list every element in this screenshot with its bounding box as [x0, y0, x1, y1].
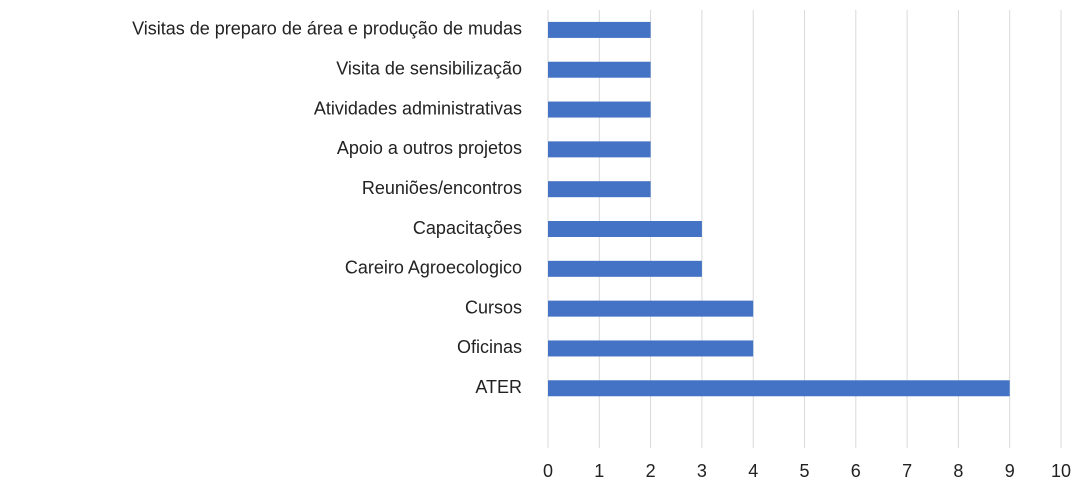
x-tick-label: 6 — [851, 461, 861, 481]
y-tick-label: Oficinas — [457, 337, 522, 357]
x-tick-label: 3 — [697, 461, 707, 481]
bar — [548, 181, 651, 198]
y-tick-label: Visitas de preparo de área e produção de… — [132, 19, 522, 39]
x-tick-label: 4 — [748, 461, 758, 481]
bar — [548, 141, 651, 158]
y-tick-label: Capacitações — [413, 218, 522, 238]
bar — [548, 260, 702, 277]
bar — [548, 21, 651, 38]
x-tick-label: 2 — [646, 461, 656, 481]
x-tick-label: 1 — [594, 461, 604, 481]
x-tick-label: 8 — [953, 461, 963, 481]
y-tick-label: Apoio a outros projetos — [337, 138, 522, 158]
bar — [548, 340, 754, 357]
y-tick-label: Visita de sensibilização — [336, 58, 522, 78]
bar — [548, 300, 754, 317]
x-tick-label: 5 — [799, 461, 809, 481]
x-tick-label: 0 — [543, 461, 553, 481]
y-tick-label: ATER — [475, 377, 522, 397]
bar — [548, 221, 702, 237]
y-tick-label: Reuniões/encontros — [362, 178, 522, 198]
x-tick-label: 7 — [902, 461, 912, 481]
y-tick-label: Atividades administrativas — [314, 98, 522, 118]
x-tick-label: 9 — [1005, 461, 1015, 481]
bar — [548, 61, 651, 78]
bar — [548, 380, 1010, 397]
y-tick-label: Careiro Agroecologico — [345, 258, 522, 278]
x-tick-label: 10 — [1051, 461, 1071, 481]
bar — [548, 101, 651, 118]
y-tick-label: Cursos — [465, 297, 522, 317]
